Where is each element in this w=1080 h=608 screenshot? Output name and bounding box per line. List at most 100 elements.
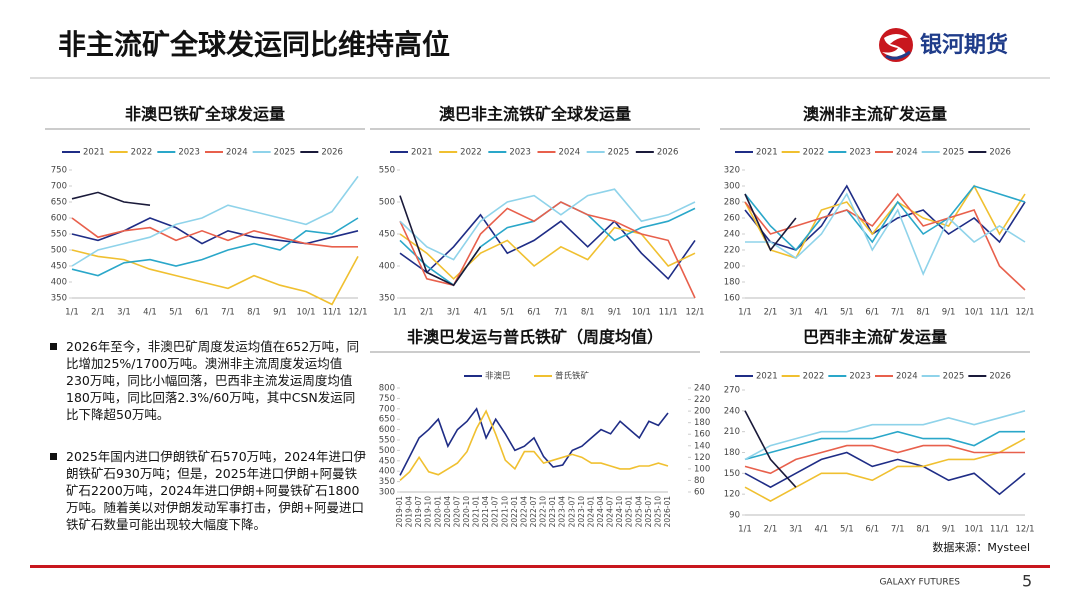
x-tick-label: 4/1 [143,308,157,318]
y-tick-label: 500 [379,198,395,208]
x-tick-label: 12/1 [685,308,704,318]
x-tick-label: 2025-07 [644,496,653,528]
x-tick-label: 9/1 [942,525,956,535]
x-tick-label: 2/1 [764,525,778,535]
y-tick-label: 700 [51,182,67,192]
y2-tick-label: 100 [694,464,710,474]
x-tick-label: 8/1 [916,525,930,535]
series-line [744,410,797,488]
x-tick-label: 5/1 [169,308,183,318]
x-tick-label: 2020-10 [462,496,471,528]
x-tick-label: 3/1 [447,308,461,318]
y-tick-label: 220 [724,246,740,256]
y-tick-label: 270 [724,386,740,396]
x-tick-label: 12/1 [1015,308,1034,318]
y-tick-label: 240 [724,230,740,240]
y-tick-label: 280 [724,198,740,208]
series-line [71,217,358,248]
legend-label: 2025 [608,148,630,158]
x-tick-label: 1/1 [393,308,407,318]
y-tick-label: 200 [724,262,740,272]
page-number: 5 [1022,572,1032,591]
x-tick-label: 10/1 [965,525,984,535]
y-tick-label: 600 [379,425,395,435]
series-line [744,437,1026,503]
series-line [71,175,359,267]
y2-tick-label: 200 [694,407,710,417]
x-tick-label: 9/1 [273,308,287,318]
y-tick-label: 180 [724,448,740,458]
series-line [71,217,359,245]
legend-label: 2021 [756,372,778,382]
y2-tick-label: 160 [694,430,710,440]
legend-label: 2022 [803,372,825,382]
series-line [399,201,696,299]
y-tick-label: 550 [379,436,395,446]
y2-tick-label: 80 [694,476,705,486]
series-line [744,430,1025,461]
y-tick-label: 450 [379,456,395,466]
x-tick-label: 10/1 [296,308,315,318]
series-line [399,201,696,287]
y-tick-label: 800 [379,384,395,394]
y-tick-label: 350 [379,477,395,487]
series-line [399,226,696,280]
x-tick-label: 2/1 [764,308,778,318]
legend-label: 2024 [226,148,248,158]
x-tick-label: 11/1 [990,525,1009,535]
bullet: 2025年国内进口伊朗铁矿石570万吨，2024年进口伊朗铁矿石930万吨；但是… [50,448,366,533]
logo-text: 银河期货 [920,32,1008,58]
y-tick-label: 450 [379,230,395,240]
series-line [399,188,696,261]
y-tick-label: 550 [379,166,395,176]
y-tick-label: 650 [379,415,395,425]
y2-tick-label: 120 [694,453,710,463]
x-tick-label: 9/1 [942,308,956,318]
legend-label: 2023 [178,148,200,158]
series-line [744,192,1026,291]
y-tick-label: 600 [51,214,67,224]
x-tick-label: 10/1 [965,308,984,318]
y-tick-label: 350 [51,294,67,304]
y-tick-label: 160 [724,294,740,304]
x-tick-label: 7/1 [554,308,568,318]
x-tick-label: 2021-10 [500,496,509,528]
legend-label: 2026 [989,148,1011,158]
x-tick-label: 5/1 [840,525,854,535]
y-tick-label: 260 [724,214,740,224]
series-line [71,217,359,277]
y-tick-label: 240 [724,406,740,416]
y-tick-label: 400 [379,467,395,477]
y-tick-label: 350 [379,294,395,304]
x-tick-label: 2024-10 [615,496,624,528]
legend-label: 普氏铁矿 [555,371,590,382]
x-tick-label: 2021-04 [481,496,490,528]
series-line [71,191,151,206]
legend-label: 2023 [849,148,871,158]
x-tick-label: 2022-10 [539,496,548,528]
series-line [71,249,359,306]
x-tick-label: 5/1 [500,308,514,318]
x-tick-label: 3/1 [789,308,803,318]
x-tick-label: 2026-01 [663,496,672,528]
legend-label: 2021 [83,148,105,158]
series-line [399,409,669,481]
legend-label: 2021 [411,148,433,158]
x-tick-label: 2023-01 [548,496,557,528]
x-tick-label: 4/1 [815,308,829,318]
x-tick-label: 2023-07 [567,496,576,528]
series-line [744,184,1026,259]
x-tick-label: 3/1 [789,525,803,535]
series-line [744,451,1026,496]
y-tick-label: 180 [724,278,740,288]
x-tick-label: 12/1 [348,308,367,318]
x-tick-label: 2021-01 [472,496,481,528]
x-tick-label: 2/1 [420,308,434,318]
x-tick-label: 2020-04 [443,496,452,528]
x-tick-label: 2021-07 [491,496,500,528]
x-tick-label: 2020-07 [452,496,461,528]
y2-tick-label: 60 [694,488,705,498]
slide-title: 非主流矿全球发运同比维持高位 [58,28,450,61]
